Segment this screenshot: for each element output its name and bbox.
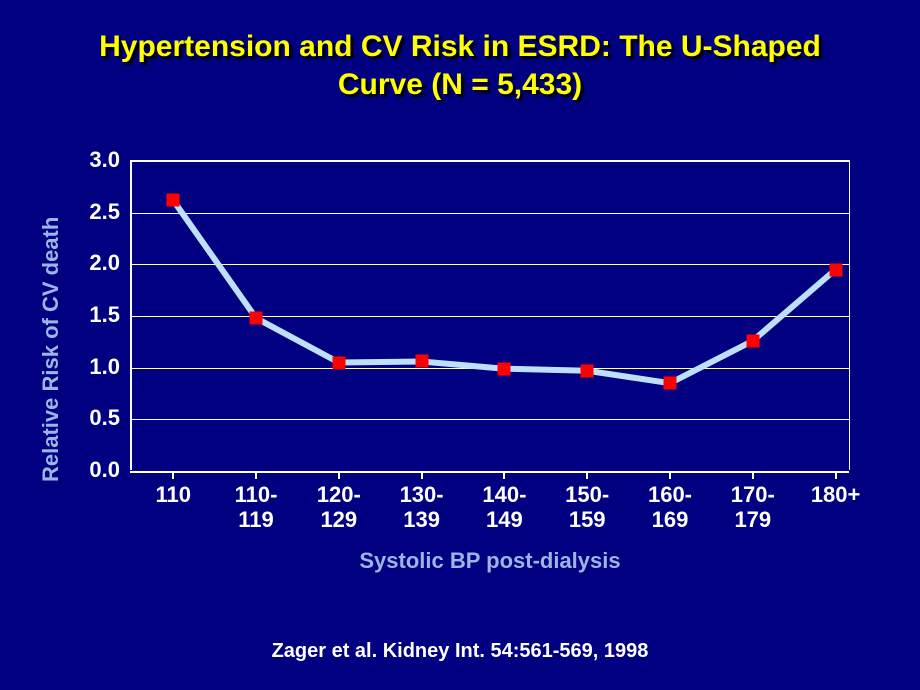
x-tick-label: 110- 119: [216, 482, 296, 533]
x-tick-label: 180+: [796, 482, 876, 507]
x-tick-label: 110: [133, 482, 213, 507]
plot-area: [130, 160, 850, 470]
data-marker: [167, 194, 180, 207]
x-tick-label: 140- 149: [464, 482, 544, 533]
data-marker: [664, 377, 677, 390]
y-tick-label: 0.0: [60, 457, 120, 483]
x-tick-label: 120- 129: [299, 482, 379, 533]
series-line: [130, 161, 850, 473]
y-tick-label: 1.0: [60, 354, 120, 380]
x-tick-label: 150- 159: [547, 482, 627, 533]
y-tick-label: 1.5: [60, 302, 120, 328]
y-tick-label: 3.0: [60, 147, 120, 173]
y-tick-label: 2.0: [60, 250, 120, 276]
x-tick-label: 170- 179: [713, 482, 793, 533]
x-tick-label: 160- 169: [630, 482, 710, 533]
data-marker: [332, 356, 345, 369]
x-axis-label: Systolic BP post-dialysis: [130, 548, 850, 574]
citation: Zager et al. Kidney Int. 54:561-569, 199…: [0, 640, 920, 663]
chart-title: Hypertension and CV Risk in ESRD: The U-…: [0, 28, 920, 103]
data-marker: [250, 312, 263, 325]
y-tick-label: 0.5: [60, 405, 120, 431]
data-marker: [829, 263, 842, 276]
data-marker: [581, 364, 594, 377]
data-marker: [415, 355, 428, 368]
data-marker: [746, 334, 759, 347]
y-tick-label: 2.5: [60, 199, 120, 225]
slide: Hypertension and CV Risk in ESRD: The U-…: [0, 0, 920, 690]
data-marker: [498, 362, 511, 375]
x-tick-label: 130- 139: [382, 482, 462, 533]
